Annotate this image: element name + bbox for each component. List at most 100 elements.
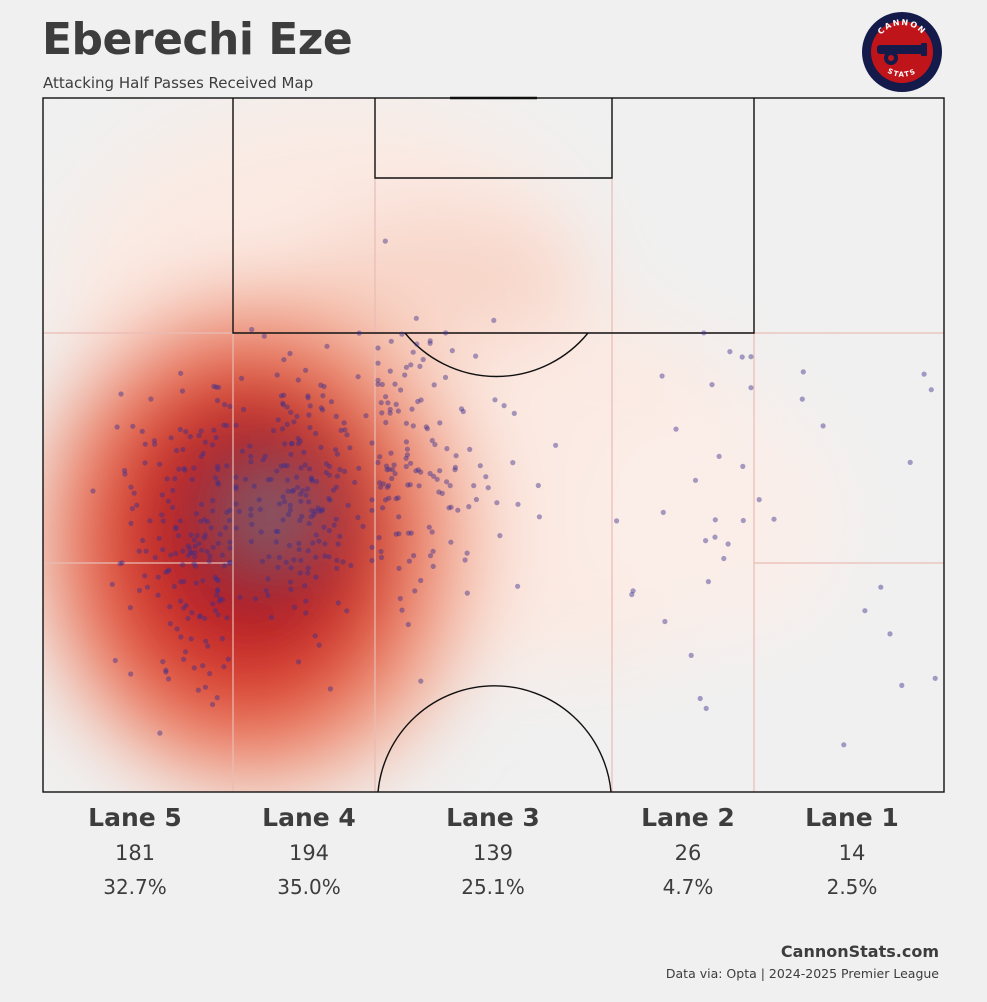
reception-point bbox=[410, 349, 416, 355]
reception-point bbox=[308, 514, 314, 520]
reception-point bbox=[328, 399, 335, 405]
reception-point bbox=[210, 601, 216, 607]
reception-point bbox=[321, 383, 327, 390]
reception-point bbox=[709, 382, 715, 388]
reception-point bbox=[383, 419, 389, 426]
reception-point bbox=[388, 338, 394, 344]
reception-point bbox=[739, 354, 745, 360]
reception-point bbox=[210, 508, 216, 514]
reception-point bbox=[183, 429, 189, 435]
reception-point bbox=[399, 607, 405, 613]
reception-point bbox=[383, 497, 389, 503]
reception-point bbox=[282, 441, 288, 447]
reception-point bbox=[159, 492, 165, 498]
reception-point bbox=[163, 667, 169, 673]
reception-point bbox=[443, 330, 449, 336]
reception-point bbox=[439, 490, 445, 496]
reception-point bbox=[878, 584, 884, 590]
reception-point bbox=[899, 682, 905, 689]
reception-point bbox=[494, 500, 500, 506]
reception-point bbox=[344, 432, 350, 438]
reception-point bbox=[405, 530, 412, 536]
reception-point bbox=[432, 441, 438, 448]
reception-point bbox=[327, 686, 333, 692]
reception-point bbox=[119, 560, 125, 566]
reception-point bbox=[389, 475, 395, 482]
reception-point bbox=[629, 591, 635, 598]
lane-3-label: Lane 3 bbox=[446, 803, 540, 832]
reception-point bbox=[306, 412, 312, 418]
reception-point bbox=[265, 592, 271, 599]
reception-point bbox=[318, 508, 325, 514]
reception-point bbox=[614, 518, 620, 524]
reception-point bbox=[248, 512, 254, 518]
reception-point bbox=[215, 588, 221, 594]
reception-point bbox=[907, 459, 913, 465]
reception-point bbox=[535, 482, 541, 489]
reception-point bbox=[309, 478, 315, 484]
reception-point bbox=[338, 427, 344, 433]
reception-point bbox=[273, 539, 279, 545]
reception-point bbox=[276, 501, 283, 507]
reception-point bbox=[200, 578, 206, 584]
reception-point bbox=[403, 455, 409, 461]
reception-point bbox=[302, 583, 308, 589]
reception-point bbox=[379, 381, 385, 388]
reception-point bbox=[196, 432, 202, 439]
reception-point bbox=[491, 317, 497, 323]
reception-point bbox=[692, 477, 699, 483]
reception-point bbox=[309, 507, 315, 514]
reception-point bbox=[251, 483, 257, 489]
reception-point bbox=[176, 466, 182, 472]
reception-point bbox=[155, 574, 161, 580]
reception-point bbox=[455, 507, 461, 513]
reception-point bbox=[248, 506, 254, 512]
reception-point bbox=[413, 315, 419, 321]
reception-point bbox=[233, 525, 239, 531]
reception-point bbox=[458, 406, 465, 412]
reception-point bbox=[326, 463, 332, 469]
reception-point bbox=[165, 498, 171, 504]
reception-point bbox=[213, 384, 219, 390]
reception-point bbox=[355, 514, 361, 521]
reception-point bbox=[335, 600, 341, 606]
reception-point bbox=[256, 497, 262, 503]
reception-point bbox=[298, 557, 304, 563]
reception-point bbox=[379, 410, 385, 416]
reception-point bbox=[201, 535, 207, 541]
reception-point bbox=[375, 345, 381, 351]
reception-point bbox=[163, 669, 169, 675]
reception-point bbox=[436, 489, 442, 495]
reception-point bbox=[347, 445, 353, 451]
lane-3-count: 139 bbox=[472, 841, 514, 865]
reception-point bbox=[167, 604, 173, 610]
reception-point bbox=[398, 387, 404, 393]
reception-point bbox=[447, 483, 453, 489]
reception-point bbox=[288, 409, 294, 415]
reception-point bbox=[497, 533, 503, 539]
reception-point bbox=[183, 602, 189, 608]
reception-point bbox=[295, 484, 301, 490]
reception-point bbox=[288, 586, 294, 593]
reception-point bbox=[392, 471, 398, 477]
reception-point bbox=[375, 459, 381, 466]
reception-point bbox=[199, 547, 205, 553]
reception-point bbox=[448, 504, 454, 510]
reception-point bbox=[198, 453, 204, 460]
reception-point bbox=[186, 545, 193, 552]
reception-point bbox=[378, 554, 385, 561]
reception-point bbox=[202, 615, 208, 622]
reception-point bbox=[221, 422, 227, 428]
reception-point bbox=[416, 483, 422, 489]
reception-point bbox=[402, 372, 408, 378]
reception-point bbox=[159, 512, 165, 518]
reception-point bbox=[215, 481, 221, 487]
reception-point bbox=[408, 362, 414, 368]
reception-point bbox=[289, 441, 295, 447]
reception-point bbox=[207, 671, 213, 677]
reception-point bbox=[403, 463, 409, 470]
reception-point bbox=[305, 548, 311, 554]
reception-point bbox=[160, 518, 166, 524]
reception-point bbox=[399, 331, 405, 337]
reception-point bbox=[337, 466, 343, 473]
